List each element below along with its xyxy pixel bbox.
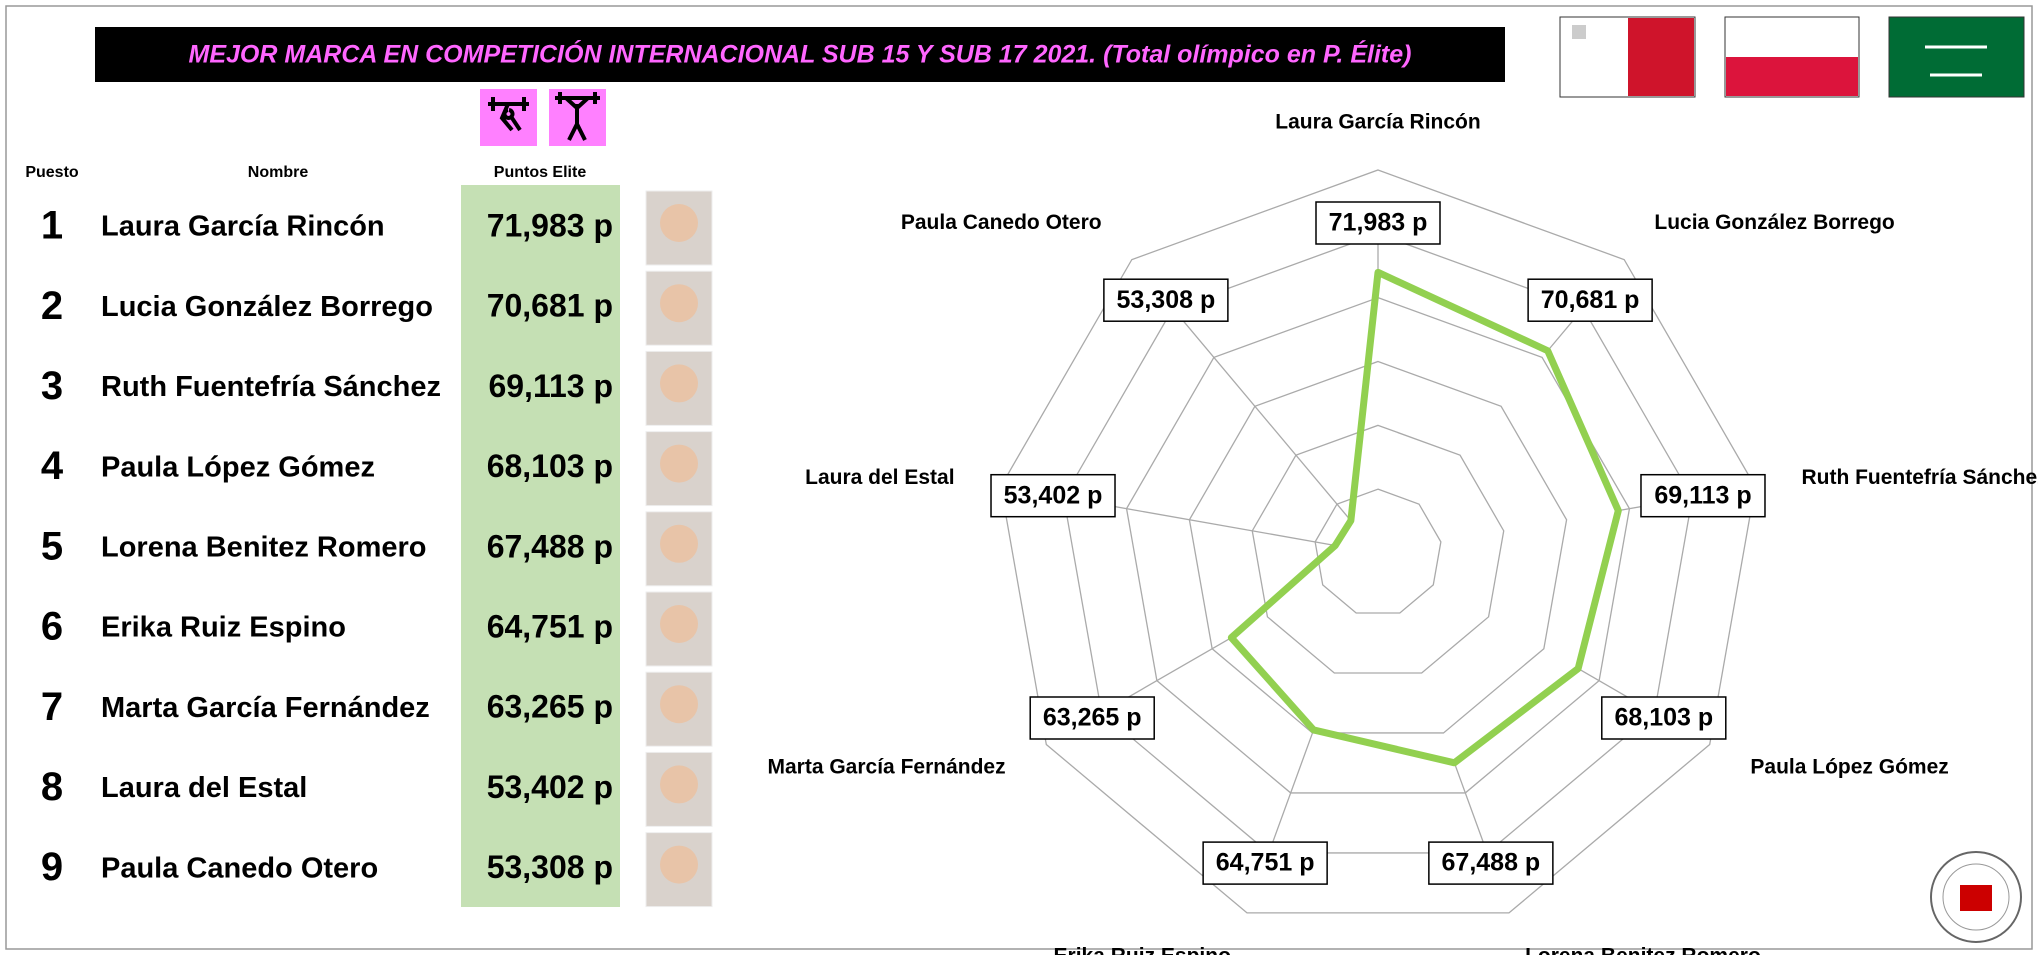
value-label-box	[1202, 841, 1328, 885]
flag-saudi	[1888, 16, 2025, 98]
athlete-name: Paula López Gómez	[101, 451, 375, 483]
value-label: 71,983 p	[1329, 209, 1428, 237]
photo-face	[660, 444, 698, 483]
leader-line	[1264, 729, 1315, 864]
athlete-name: Paula Canedo Otero	[101, 852, 378, 884]
points: 53,308 p	[487, 849, 613, 885]
rank: 3	[41, 364, 63, 408]
column-header: Puesto	[25, 164, 79, 181]
axis-label: Laura García Rincón	[1275, 111, 1480, 134]
rank: 6	[41, 605, 63, 649]
value-label: 53,402 p	[1004, 481, 1103, 509]
value-label: 63,265 p	[1043, 704, 1142, 732]
value-label-box	[1029, 696, 1155, 740]
axis-label: Paula Canedo Otero	[901, 211, 1102, 234]
value-label: 53,308 p	[1117, 286, 1216, 314]
photo-face	[660, 605, 698, 643]
points: 71,983 p	[487, 207, 613, 243]
points: 67,488 p	[487, 528, 613, 564]
value-label-box	[1601, 696, 1727, 740]
athlete-name: Ruth Fuentefría Sánchez	[101, 371, 441, 403]
photo-face	[660, 685, 698, 724]
athlete-name: Erika Ruiz Espino	[101, 612, 346, 644]
value-label: 67,488 p	[1442, 849, 1541, 877]
value-label-box	[1428, 841, 1554, 885]
rank: 5	[41, 524, 63, 568]
lift-icons	[480, 89, 606, 146]
value-label-box	[1103, 278, 1229, 322]
points: 70,681 p	[487, 288, 613, 324]
rank: 1	[41, 204, 63, 248]
athlete-name: Lucia González Borrego	[101, 291, 433, 323]
rank: 8	[41, 765, 63, 809]
grid-ring	[1063, 233, 1693, 854]
value-label-box	[1315, 201, 1441, 245]
points: 68,103 p	[487, 448, 613, 484]
axis-label: Lucia González Borrego	[1654, 211, 1894, 234]
photo-face	[660, 204, 698, 242]
title-bar	[95, 27, 1505, 82]
points: 69,113 p	[488, 368, 613, 404]
value-label: 69,113 p	[1654, 481, 1751, 509]
photo-face	[660, 364, 698, 403]
axis-label: Erika Ruiz Espino	[1054, 945, 1231, 955]
grid-ring	[1251, 424, 1505, 674]
column-header: Puntos Elite	[494, 164, 587, 181]
rank: 2	[41, 284, 63, 328]
federation-logo	[1930, 851, 2022, 943]
points: 53,402 p	[487, 769, 613, 805]
athlete-name: Lorena Benitez Romero	[101, 531, 427, 563]
grid-ring	[1188, 360, 1568, 734]
value-label-box	[1640, 473, 1766, 518]
athlete-name: Laura del Estal	[101, 772, 307, 804]
series-line	[1227, 268, 1622, 767]
points: 64,751 p	[487, 608, 613, 644]
points-column	[461, 185, 620, 907]
photo-face	[660, 284, 698, 323]
leader-line	[1165, 299, 1352, 522]
rank: 9	[41, 845, 63, 889]
axis-label: Paula López Gómez	[1750, 756, 1948, 779]
points: 63,265 p	[487, 689, 613, 725]
grid-ring	[1314, 488, 1442, 614]
photo-face	[660, 845, 698, 884]
value-label: 68,103 p	[1614, 704, 1713, 732]
grid-ring	[1000, 169, 1756, 914]
column-header: Nombre	[248, 164, 309, 181]
axis-label: Laura del Estal	[805, 466, 954, 489]
flags	[1559, 16, 2025, 98]
value-label: 64,751 p	[1216, 849, 1315, 877]
photo-face	[660, 524, 698, 563]
photo-face	[660, 765, 698, 804]
athlete-name: Marta García Fernández	[101, 692, 430, 724]
rank: 4	[41, 444, 64, 488]
value-label-box	[990, 473, 1116, 518]
axis-label: Ruth Fuentefría Sánchez	[1801, 466, 2038, 489]
rank: 7	[41, 685, 63, 729]
axis-label: Lorena Benitez Romero	[1525, 945, 1761, 955]
title: MEJOR MARCA EN COMPETICIÓN INTERNACIONAL…	[189, 40, 1412, 69]
axis-label: Marta García Fernández	[768, 756, 1006, 779]
athlete-name: Laura García Rincón	[101, 211, 385, 243]
value-label-box	[1527, 278, 1653, 322]
value-label: 70,681 p	[1541, 286, 1640, 314]
